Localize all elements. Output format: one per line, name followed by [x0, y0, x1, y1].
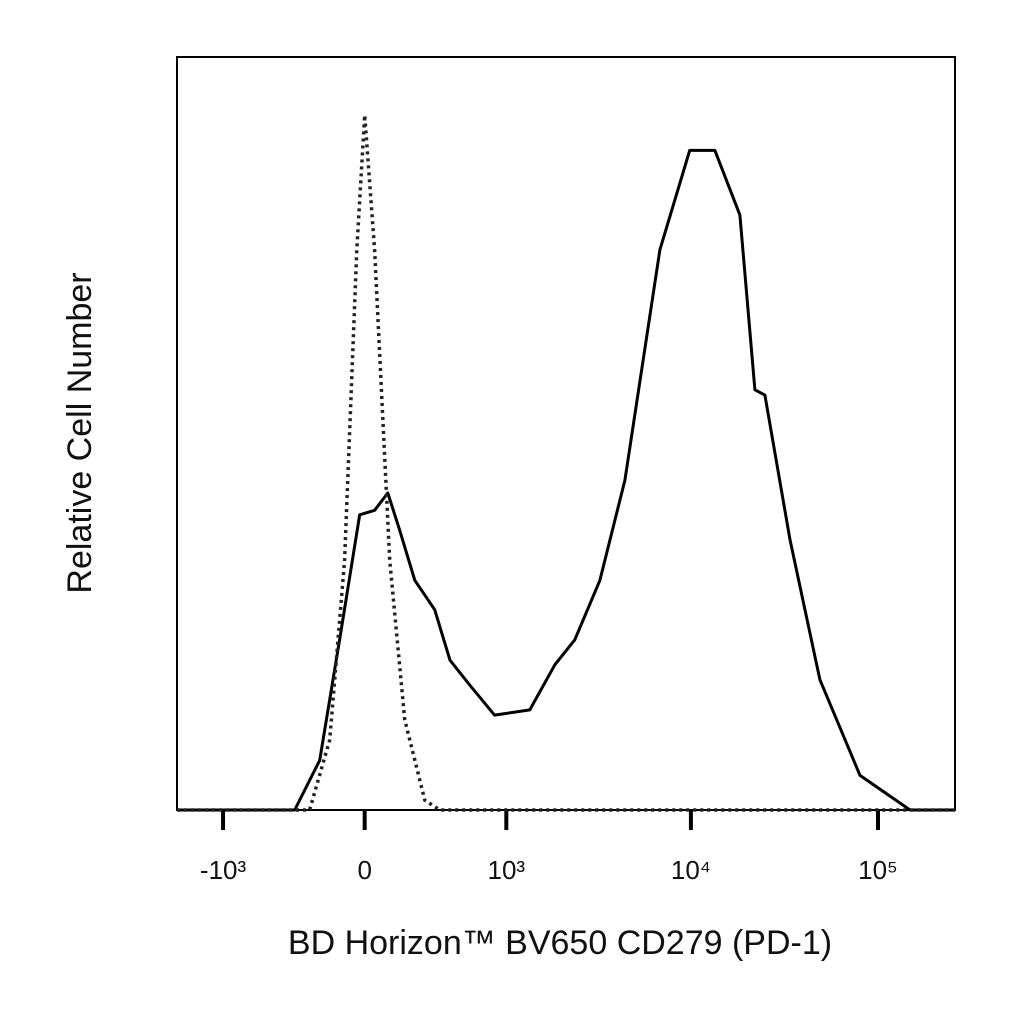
histogram-line [177, 148, 955, 812]
x-tick-label: 10⁵ [858, 855, 898, 885]
plot-frame [176, 56, 956, 811]
x-tick-label: 10³ [488, 855, 526, 885]
x-tick-label: -10³ [200, 855, 247, 885]
histogram-line [177, 113, 955, 812]
x-tick-label: 10⁴ [671, 855, 711, 885]
x-axis-title: BD Horizon™ BV650 CD279 (PD-1) [288, 924, 832, 962]
y-axis-title: Relative Cell Number [61, 272, 99, 593]
x-tick-label: 0 [357, 855, 371, 885]
